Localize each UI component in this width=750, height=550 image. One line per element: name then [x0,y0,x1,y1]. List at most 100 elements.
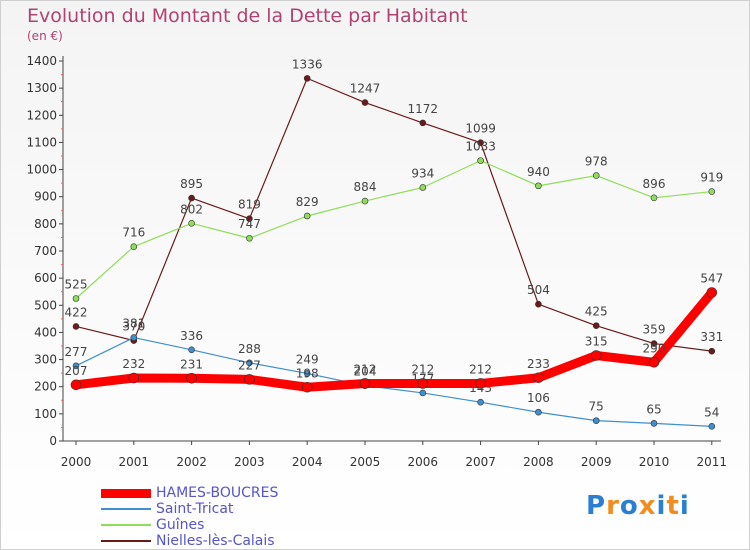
x-tick-label: 2002 [176,455,207,469]
legend-item: Guînes [101,517,361,533]
y-tick-label: 200 [34,380,57,394]
data-point [535,182,542,190]
x-tick-label: 2010 [639,455,670,469]
data-label: 370 [122,320,145,334]
data-label: 978 [585,155,608,169]
logo-letter: r [606,491,620,521]
series-line-1 [75,336,713,427]
data-point [188,346,195,354]
y-tick-label: 800 [34,217,57,231]
y-tick-label: 100 [34,407,57,421]
data-point [246,234,253,242]
legend-label: Guînes [156,517,205,533]
logo-letter: t [666,491,680,521]
data-label: 504 [527,283,550,297]
data-label: 884 [354,180,377,194]
data-label: 422 [65,305,88,319]
legend-label: Nielles-lès-Calais [156,533,275,549]
line-chart: 0 100 200 300 400 500 600 700 800 900 1000 1100 1200… [26,54,727,469]
data-label: 232 [122,357,145,371]
data-point [650,420,658,427]
data-label: 525 [65,278,88,292]
data-point [592,322,600,329]
data-label: 359 [643,323,666,337]
data-point [477,157,484,164]
legend-swatch [101,524,151,526]
x-tick-label: 2006 [408,455,439,469]
chart-title: Evolution du Montant de la Dette par Hab… [27,5,468,27]
legend-swatch [101,508,151,510]
data-point [72,323,80,330]
data-label: 212 [411,362,434,376]
x-tick-label: 2004 [292,455,323,469]
data-label: 277 [65,345,88,359]
x-tick-label: 2001 [119,455,150,469]
data-point [188,220,195,227]
data-label: 919 [700,171,723,185]
data-label: 1247 [350,82,381,96]
data-point [303,370,311,377]
data-label: 204 [354,365,377,379]
y-tick-label: 1200 [26,108,57,122]
data-point [359,378,371,389]
y-tick-label: 700 [34,244,57,258]
y-tick-label: 500 [34,298,57,312]
data-point [419,119,427,127]
data-point [188,194,195,202]
data-label: 802 [180,202,203,216]
data-label: 547 [700,272,723,286]
data-point [475,378,486,389]
data-label: 198 [296,366,319,380]
data-label: 231 [180,357,203,371]
data-point [303,212,311,220]
y-tick-label: 1000 [26,163,57,177]
series-line-0 [71,288,717,392]
data-label: 1099 [465,122,496,136]
data-point [650,340,658,347]
data-point [706,287,718,298]
data-point [477,398,484,406]
data-point [419,389,427,397]
data-label: 288 [238,342,261,356]
data-point [592,417,600,424]
legend-item: Saint-Tricat [101,501,361,517]
data-label: 212 [354,362,377,376]
data-label: 747 [238,217,261,231]
series-line-2 [75,160,713,300]
data-label: 315 [585,335,608,349]
proxiti-logo: Proxiti [586,491,690,521]
logo-letter: x [638,491,657,521]
data-label: 207 [65,364,88,378]
legend-item: Nielles-lès-Calais [101,533,361,549]
data-label: 896 [643,177,666,191]
data-label: 227 [238,358,261,372]
data-label: 336 [180,329,203,343]
data-label: 249 [296,352,319,366]
data-label: 106 [527,391,550,405]
data-point [186,372,197,384]
data-label: 829 [296,195,319,209]
y-tick-label: 1300 [26,81,57,95]
data-label: 940 [527,165,550,179]
data-point [303,75,311,82]
data-label: 425 [585,305,608,319]
data-label: 381 [122,317,145,331]
data-point [361,99,369,106]
x-tick-label: 2008 [523,455,554,469]
data-point [417,378,429,389]
x-tick-label: 2005 [350,455,381,469]
data-point [533,372,544,384]
data-label: 934 [411,166,434,180]
data-point [535,408,542,416]
x-tick-label: 2003 [234,455,265,469]
logo-letter: o [619,491,639,521]
data-label: 233 [527,357,550,371]
data-point [419,184,427,191]
data-point [246,359,253,367]
data-point [72,295,80,302]
data-point [592,172,600,179]
data-label: 1033 [465,140,496,154]
data-label: 65 [646,402,661,416]
data-label: 331 [700,330,723,344]
data-label: 290 [643,341,666,355]
